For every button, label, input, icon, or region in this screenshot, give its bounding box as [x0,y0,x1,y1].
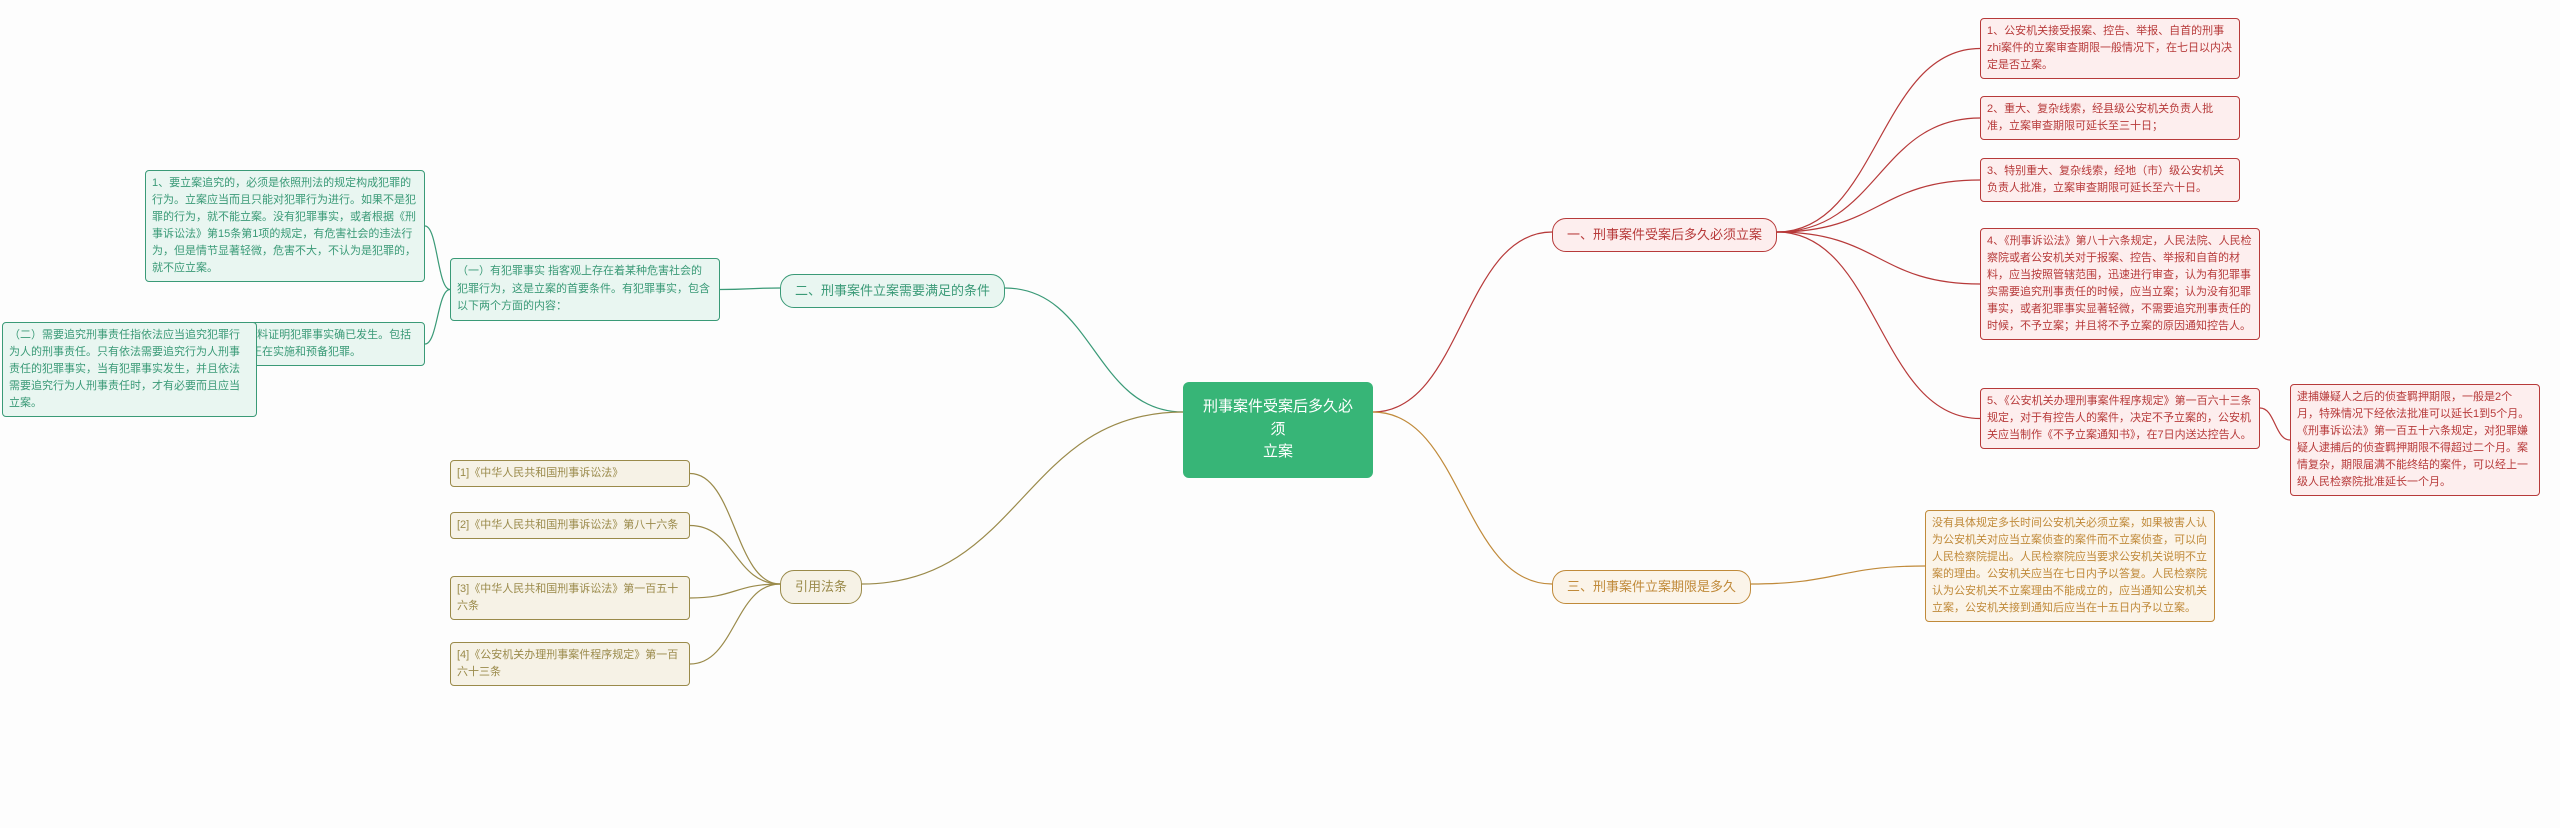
leaf-node: 2、重大、复杂线索，经县级公安机关负责人批准，立案审查期限可延长至三十日； [1980,96,2240,140]
leaf-node: [4]《公安机关办理刑事案件程序规定》第一百六十三条 [450,642,690,686]
root-node: 刑事案件受案后多久必须立案 [1183,382,1373,478]
branch-node: 三、刑事案件立案期限是多久 [1552,570,1751,604]
sub-node: （一）有犯罪事实 指客观上存在着某种危害社会的犯罪行为，这是立案的首要条件。有犯… [450,258,720,321]
leaf-node: 1、公安机关接受报案、控告、举报、自首的刑事zhi案件的立案审查期限一般情况下，… [1980,18,2240,79]
leaf-node: [3]《中华人民共和国刑事诉讼法》第一百五十六条 [450,576,690,620]
leaf-node: 1、要立案追究的，必须是依照刑法的规定构成犯罪的行为。立案应当而且只能对犯罪行为… [145,170,425,282]
leaf-node: [1]《中华人民共和国刑事诉讼法》 [450,460,690,487]
leaf-node: 没有具体规定多长时间公安机关必须立案，如果被害人认为公安机关对应当立案侦查的案件… [1925,510,2215,622]
leaf-node: [2]《中华人民共和国刑事诉讼法》第八十六条 [450,512,690,539]
leaf-node: 3、特别重大、复杂线索，经地（市）级公安机关负责人批准，立案审查期限可延长至六十… [1980,158,2240,202]
extra-node: 逮捕嫌疑人之后的侦查羁押期限，一般是2个月，特殊情况下经依法批准可以延长1到5个… [2290,384,2540,496]
extra-node: （二）需要追究刑事责任指依法应当追究犯罪行为人的刑事责任。只有依法需要追究行为人… [2,322,257,417]
branch-node: 二、刑事案件立案需要满足的条件 [780,274,1005,308]
branch-node: 一、刑事案件受案后多久必须立案 [1552,218,1777,252]
branch-node: 引用法条 [780,570,862,604]
leaf-node: 5、《公安机关办理刑事案件程序规定》第一百六十三条规定，对于有控告人的案件，决定… [1980,388,2260,449]
leaf-node: 4、《刑事诉讼法》第八十六条规定，人民法院、人民检察院或者公安机关对于报案、控告… [1980,228,2260,340]
